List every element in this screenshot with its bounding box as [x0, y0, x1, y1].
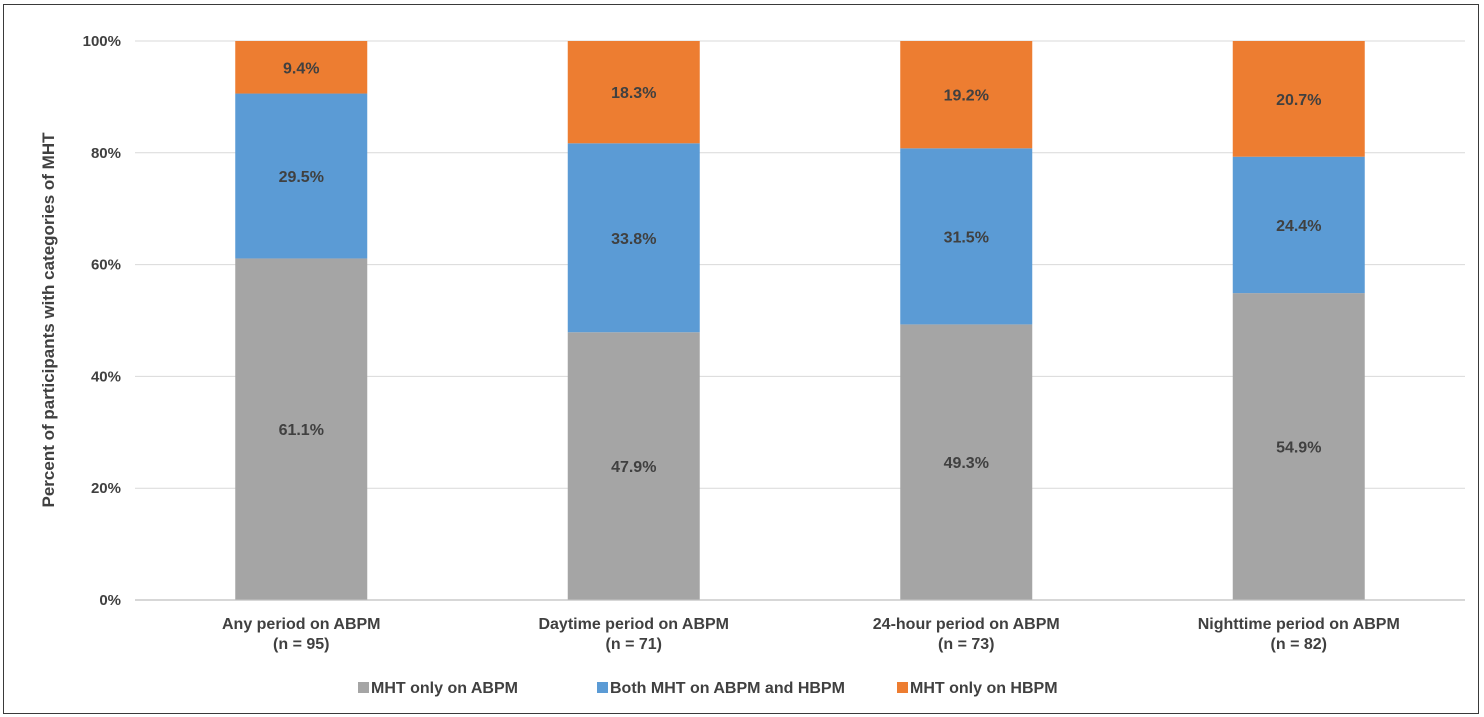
x-tick-label: 24-hour period on ABPM	[873, 616, 1060, 633]
legend-swatch	[358, 682, 369, 693]
data-label: 54.9%	[1276, 440, 1321, 457]
y-tick-label: 80%	[91, 145, 121, 162]
x-tick-label: (n = 73)	[938, 636, 994, 653]
bars	[235, 41, 1365, 600]
legend-swatch	[597, 682, 608, 693]
x-tick-label: (n = 95)	[273, 636, 329, 653]
x-tick-label: (n = 71)	[606, 636, 662, 653]
x-tick-label: (n = 82)	[1271, 636, 1327, 653]
bar-segment	[567, 332, 700, 600]
bar-segment	[1232, 41, 1365, 157]
data-label: 31.5%	[944, 229, 989, 246]
bar-segment	[235, 93, 368, 259]
legend-entry: Both MHT on ABPM and HBPM	[610, 680, 845, 697]
legend-entry: MHT only on HBPM	[910, 680, 1058, 697]
bar-segment	[900, 148, 1033, 325]
axes: 0% 20% 40% 60% 80% 100% Any period on ABPM (n =…	[83, 33, 1465, 653]
data-label: 18.3%	[611, 85, 656, 102]
legend-swatch	[897, 682, 908, 693]
y-tick-label: 0%	[99, 592, 121, 609]
bar-segment	[235, 258, 368, 600]
legend: MHT only on ABPM Both MHT on ABPM and HBP…	[358, 680, 1058, 697]
bar-segment	[567, 143, 700, 333]
bar-segment	[235, 41, 368, 94]
y-tick-label: 60%	[91, 257, 121, 274]
x-tick-label: Nighttime period on ABPM	[1198, 616, 1400, 633]
bar-segment	[1232, 156, 1365, 294]
y-tick-label: 20%	[91, 480, 121, 497]
legend-entry: MHT only on ABPM	[371, 680, 518, 697]
bar-segment	[567, 41, 700, 144]
data-label: 49.3%	[944, 455, 989, 472]
bar-segment	[1232, 293, 1365, 600]
y-tick-label: 40%	[91, 368, 121, 385]
data-label: 33.8%	[611, 231, 656, 248]
y-tick-label: 100%	[83, 33, 121, 50]
x-tick-label: Any period on ABPM	[222, 616, 381, 633]
data-label: 47.9%	[611, 459, 656, 476]
data-label: 19.2%	[944, 88, 989, 105]
data-label: 61.1%	[279, 422, 324, 439]
data-label: 20.7%	[1276, 92, 1321, 109]
data-label: 29.5%	[279, 169, 324, 186]
bar-segment	[900, 324, 1033, 600]
x-tick-label: Daytime period on ABPM	[538, 616, 729, 633]
data-labels: 61.1% 29.5% 9.4% 47.9% 33.8% 18.3% 49.3% 31.5% 1…	[279, 60, 1322, 476]
data-label: 9.4%	[283, 60, 319, 77]
y-axis-title: Percent of participants with categories …	[39, 132, 58, 508]
data-label: 24.4%	[1276, 218, 1321, 235]
bar-segment	[900, 41, 1033, 149]
